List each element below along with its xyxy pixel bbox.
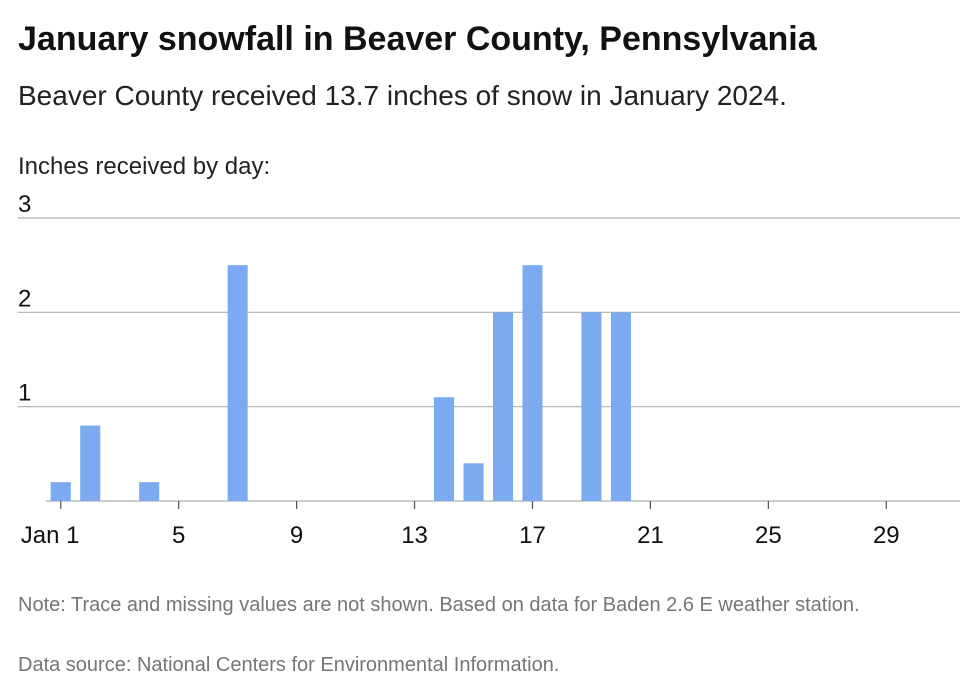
bars (50, 265, 631, 501)
bar (80, 425, 101, 501)
x-tick-label: 17 (519, 522, 546, 549)
bar (581, 312, 602, 501)
bar (139, 482, 160, 501)
x-tick-label: 5 (172, 522, 185, 549)
y-tick-label: 1 (18, 380, 31, 407)
chart-subtitle: Beaver County received 13.7 inches of sn… (18, 80, 787, 111)
footnote: Note: Trace and missing values are not s… (18, 594, 860, 616)
data-source: Data source: National Centers for Enviro… (18, 654, 560, 676)
x-tick-label: Jan 1 (21, 522, 80, 549)
bar (227, 265, 248, 501)
bar (610, 312, 631, 501)
y-axis-ticks: 1 2 3 (18, 195, 31, 407)
x-tick-label: 25 (755, 522, 782, 549)
bar (492, 312, 514, 501)
y-axis-label: Inches received by day: (18, 153, 271, 180)
bar (463, 463, 484, 501)
x-axis-ticks: Jan 1 5 9 13 17 21 25 29 (21, 501, 900, 549)
bar-chart: 1 2 3 Jan 1 5 9 13 17 21 25 29 (18, 195, 960, 549)
y-tick-label: 3 (18, 195, 31, 218)
x-tick-label: 29 (873, 522, 900, 549)
gridlines (18, 217, 960, 502)
bar (50, 482, 71, 501)
y-tick-label: 2 (18, 285, 31, 312)
bar (434, 397, 455, 501)
x-tick-label: 9 (290, 522, 303, 549)
x-tick-label: 13 (401, 522, 428, 549)
x-tick-label: 21 (637, 522, 664, 549)
bar (522, 265, 543, 501)
chart-title: January snowfall in Beaver County, Penns… (18, 20, 817, 58)
